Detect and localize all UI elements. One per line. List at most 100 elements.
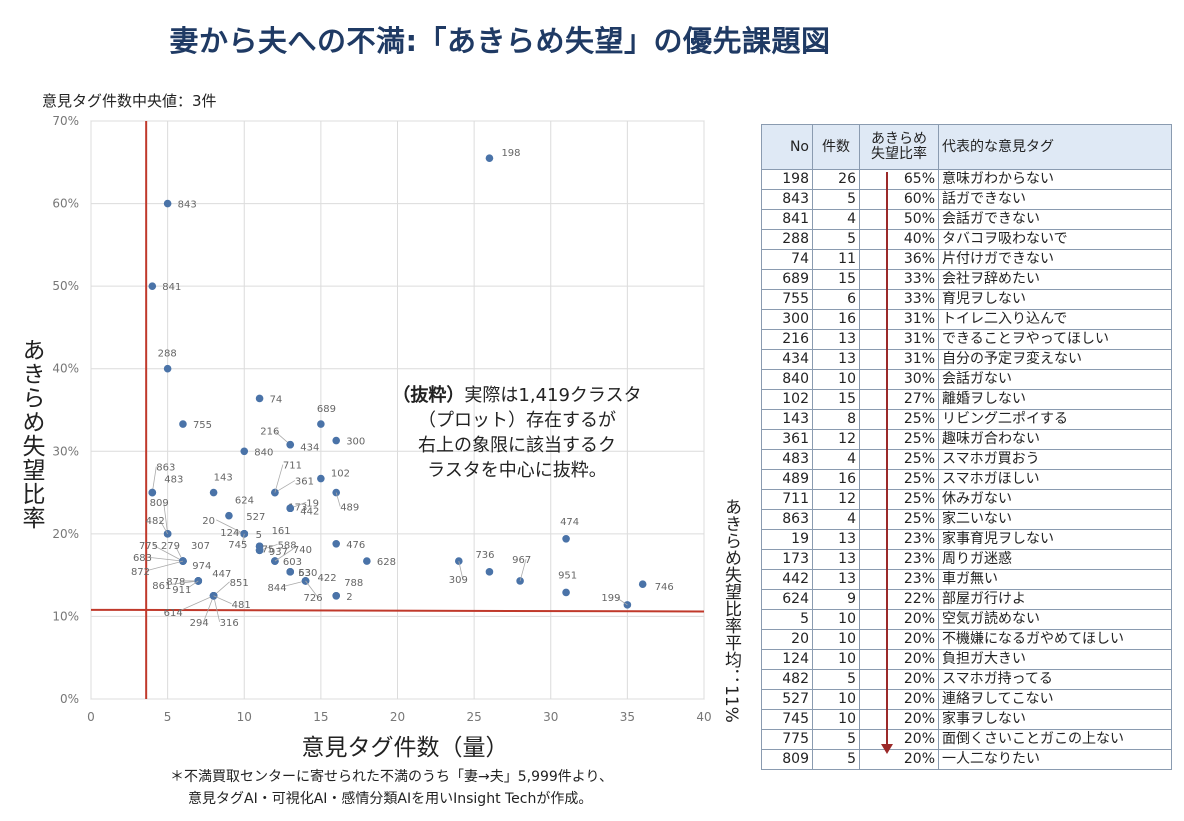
cell-count: 10 xyxy=(812,709,860,730)
cell-no: 20 xyxy=(761,629,813,650)
cell-tag: 育児ヲしない xyxy=(938,289,1172,310)
leader-line xyxy=(144,560,184,572)
cell-no: 840 xyxy=(761,369,813,390)
cell-tag: 意味ガわからない xyxy=(938,169,1172,190)
x-tick-label: 15 xyxy=(313,710,328,724)
data-point xyxy=(286,568,295,576)
table-row: 843 5 60% 話ガできない xyxy=(761,189,1172,210)
leader-line xyxy=(274,464,284,493)
point-label: 851 xyxy=(230,578,249,589)
cell-no: 527 xyxy=(761,689,813,710)
cell-tag: 趣味ガ合わない xyxy=(938,429,1172,450)
leader-line xyxy=(177,595,214,613)
cell-rate: 25% xyxy=(859,449,939,470)
cell-rate: 25% xyxy=(859,409,939,430)
cell-no: 102 xyxy=(761,389,813,410)
table-row: 489 16 25% スマホガほしい xyxy=(761,469,1172,490)
data-point xyxy=(332,539,341,548)
cell-count: 11 xyxy=(812,249,860,270)
table-row: 124 10 20% 負担ガ大きい xyxy=(761,649,1172,670)
y-tick-label: 10% xyxy=(52,609,79,623)
y-tick-label: 70% xyxy=(52,114,79,128)
leader-line xyxy=(186,580,199,590)
annotation-line1: 実際は1,419クラスタ xyxy=(464,385,642,406)
extract-annotation: （抜粋）実際は1,419クラスタ （プロット）存在するが 右上の象限に該当するク… xyxy=(376,383,658,483)
cell-rate: 20% xyxy=(859,629,939,650)
data-point xyxy=(317,420,325,428)
point-label: 288 xyxy=(158,349,177,360)
cell-no: 198 xyxy=(761,169,813,190)
table-body: 198 26 65% 意味ガわからない 843 5 60% 話ガできない 841 4 50% 会話ガで… xyxy=(761,169,1172,770)
median-note: 意見タグ件数中央値：3件 xyxy=(42,92,217,110)
cell-no: 711 xyxy=(761,489,813,510)
cell-count: 13 xyxy=(812,549,860,570)
cell-no: 216 xyxy=(761,329,813,350)
point-label: 143 xyxy=(214,473,233,484)
header-rate-line1: あきらめ xyxy=(871,131,927,147)
data-point xyxy=(286,440,295,449)
cell-count: 13 xyxy=(812,529,860,550)
table-row: 482 5 20% スマホガ持ってる xyxy=(761,669,1172,690)
point-label: 872 xyxy=(131,567,150,578)
table-row: 288 5 40% タバコヲ吸わないで xyxy=(761,229,1172,250)
data-point xyxy=(485,568,494,576)
table-row: 840 10 30% 会話ガない xyxy=(761,369,1172,390)
cell-no: 300 xyxy=(761,309,813,330)
cell-no: 775 xyxy=(761,729,813,750)
cell-tag: スマホガほしい xyxy=(938,469,1172,490)
cell-rate: 40% xyxy=(859,229,939,250)
data-point xyxy=(485,154,494,162)
average-note: あきらめ失望比率平均：11% xyxy=(721,498,741,723)
cell-rate: 60% xyxy=(859,189,939,210)
cell-count: 12 xyxy=(812,429,860,450)
leader-line xyxy=(151,466,157,493)
table-row: 755 6 33% 育児ヲしない xyxy=(761,289,1172,310)
cell-no: 483 xyxy=(761,449,813,470)
cell-tag: 家二いない xyxy=(938,509,1172,530)
cell-tag: 自分の予定ヲ変えない xyxy=(938,349,1172,370)
point-label: 161 xyxy=(272,526,291,537)
point-label: 199 xyxy=(601,593,620,604)
cell-no: 288 xyxy=(761,229,813,250)
header-count: 件数 xyxy=(812,124,860,170)
point-label: 740 xyxy=(293,545,312,556)
cell-count: 5 xyxy=(812,749,860,770)
cell-rate: 50% xyxy=(859,209,939,230)
point-label: 809 xyxy=(150,498,169,509)
cell-no: 74 xyxy=(761,249,813,270)
cell-no: 5 xyxy=(761,609,813,630)
cell-rate: 31% xyxy=(859,329,939,350)
data-point xyxy=(163,364,172,373)
cell-tag: 会話ガない xyxy=(938,369,1172,390)
table-row: 102 15 27% 離婚ヲしない xyxy=(761,389,1172,410)
cell-no: 755 xyxy=(761,289,813,310)
cell-tag: リビング二ポイする xyxy=(938,409,1172,430)
point-label: 878 xyxy=(166,577,185,588)
x-tick-label: 25 xyxy=(466,710,481,724)
leader-line xyxy=(274,480,296,493)
data-point xyxy=(209,488,218,497)
cell-rate: 20% xyxy=(859,649,939,670)
footnote-line2: 意見タグAI・可視化AI・感情分類AIを用いInsight Techが作成。 xyxy=(188,791,593,807)
point-label: 736 xyxy=(475,550,494,561)
data-point xyxy=(286,504,295,513)
table-row: 198 26 65% 意味ガわからない xyxy=(761,169,1172,190)
cell-no: 19 xyxy=(761,529,813,550)
cell-rate: 65% xyxy=(859,169,939,190)
point-label: 75 xyxy=(262,544,275,555)
point-label: 5 xyxy=(256,530,262,541)
cell-no: 689 xyxy=(761,269,813,290)
point-label: 309 xyxy=(449,575,468,586)
cell-count: 6 xyxy=(812,289,860,310)
cell-rate: 31% xyxy=(859,309,939,330)
cell-rate: 20% xyxy=(859,669,939,690)
cell-tag: 家事育児ヲしない xyxy=(938,529,1172,550)
point-label: 482 xyxy=(146,516,165,527)
cell-rate: 20% xyxy=(859,689,939,710)
cell-count: 10 xyxy=(812,689,860,710)
cell-count: 10 xyxy=(812,369,860,390)
point-label: 745 xyxy=(228,540,247,551)
x-tick-label: 0 xyxy=(87,710,95,724)
point-label: 300 xyxy=(346,437,365,448)
leader-line xyxy=(305,580,318,598)
